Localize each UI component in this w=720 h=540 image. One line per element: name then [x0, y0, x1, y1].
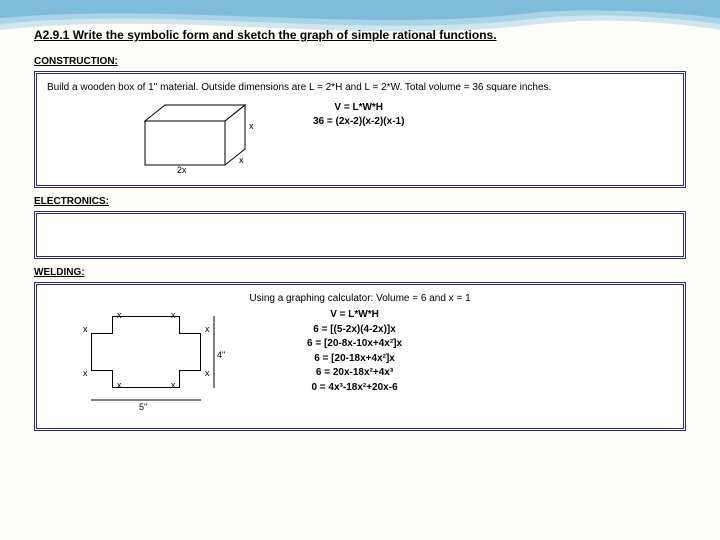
construction-label: CONSTRUCTION:	[34, 56, 686, 67]
electronics-label: ELECTRONICS:	[34, 196, 686, 207]
x-label-t2: x	[171, 310, 176, 320]
construction-prompt: Build a wooden box of 1" material. Outsi…	[47, 82, 673, 93]
welding-formula: V = L*W*H 6 = [(5-2x)(4-2x)]x 6 = [20-8x…	[307, 308, 402, 395]
box-label-h: x	[249, 121, 254, 131]
formula-line-2: 36 = (2x-2)(x-2)(x-1)	[313, 115, 404, 129]
x-label-t1: x	[117, 310, 122, 320]
page-title: A2.9.1 Write the symbolic form and sketc…	[34, 28, 686, 42]
box-3d-diagram: x x 2x	[137, 99, 277, 177]
wf-l2: 6 = [(5-2x)(4-2x)]x	[307, 323, 402, 338]
welding-label: WELDING:	[34, 267, 686, 278]
wf-l6: 0 = 4x³-18x²+20x-6	[307, 381, 402, 396]
x-label-l2: x	[83, 368, 88, 378]
wf-l3: 6 = [20-8x-10x+4x²]x	[307, 337, 402, 352]
construction-panel: Build a wooden box of 1" material. Outsi…	[34, 71, 686, 188]
box-label-l: 2x	[177, 165, 187, 175]
construction-formula: V = L*W*H 36 = (2x-2)(x-2)(x-1)	[313, 101, 404, 129]
formula-line-1: V = L*W*H	[313, 101, 404, 115]
box-label-w: x	[239, 155, 244, 165]
wf-l5: 6 = 20x-18x²+4x³	[307, 366, 402, 381]
page-content: A2.9.1 Write the symbolic form and sketc…	[0, 0, 720, 449]
wf-l1: V = L*W*H	[307, 308, 402, 323]
electronics-panel	[34, 211, 686, 259]
welding-panel: Using a graphing calculator: Volume = 6 …	[34, 282, 686, 431]
x-label-l1: x	[83, 324, 88, 334]
welding-prompt: Using a graphing calculator: Volume = 6 …	[47, 293, 673, 304]
wf-l4: 6 = [20-18x+4x²]x	[307, 352, 402, 367]
x-label-b2: x	[171, 380, 176, 390]
x-label-b1: x	[117, 380, 122, 390]
welding-diagram: x x x x x x x x 4" 5"	[77, 310, 237, 420]
